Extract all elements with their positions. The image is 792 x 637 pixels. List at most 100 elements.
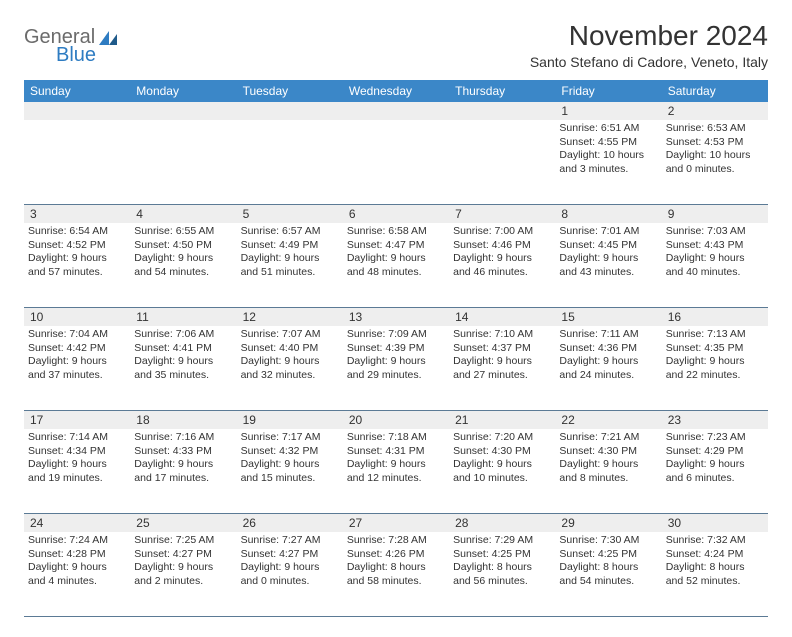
daylight-text: Daylight: 9 hours and 27 minutes.: [453, 355, 551, 382]
sunset-text: Sunset: 4:42 PM: [28, 342, 126, 356]
sunrise-text: Sunrise: 7:09 AM: [347, 328, 445, 342]
month-title: November 2024: [530, 20, 768, 52]
day-cell: Sunrise: 6:58 AMSunset: 4:47 PMDaylight:…: [343, 223, 449, 307]
day-cell: Sunrise: 7:28 AMSunset: 4:26 PMDaylight:…: [343, 532, 449, 616]
week-row: Sunrise: 7:24 AMSunset: 4:28 PM Daylight:…: [24, 532, 768, 617]
daylight-text: Daylight: 9 hours and 57 minutes.: [28, 252, 126, 279]
sunset-text: Sunset: 4:40 PM: [241, 342, 339, 356]
day-number: 29: [555, 514, 661, 532]
sunset-text: Sunset: 4:45 PM: [559, 239, 657, 253]
sunrise-text: Sunrise: 7:00 AM: [453, 225, 551, 239]
day-number: 7: [449, 205, 555, 223]
sunrise-text: Sunrise: 6:57 AM: [241, 225, 339, 239]
day-cell: Sunrise: 7:21 AMSunset: 4:30 PMDaylight:…: [555, 429, 661, 513]
day-number: 15: [555, 308, 661, 326]
calendar: Sunday Monday Tuesday Wednesday Thursday…: [24, 80, 768, 617]
day-cell: Sunrise: 7:18 AMSunset: 4:31 PMDaylight:…: [343, 429, 449, 513]
daylight-text: Daylight: 9 hours and 32 minutes.: [241, 355, 339, 382]
sunrise-text: Sunrise: 7:13 AM: [666, 328, 764, 342]
daylight-text: Daylight: 9 hours and 24 minutes.: [559, 355, 657, 382]
dow-tuesday: Tuesday: [237, 80, 343, 102]
sunset-text: Sunset: 4:25 PM: [453, 548, 551, 562]
sunrise-text: Sunrise: 7:01 AM: [559, 225, 657, 239]
daylight-text: Daylight: 9 hours and 2 minutes.: [134, 561, 232, 588]
week-daynum-row: 3456789: [24, 205, 768, 223]
sunrise-text: Sunrise: 7:11 AM: [559, 328, 657, 342]
daylight-text: Daylight: 9 hours and 51 minutes.: [241, 252, 339, 279]
daylight-text: Daylight: 9 hours and 10 minutes.: [453, 458, 551, 485]
daylight-text: Daylight: 9 hours and 46 minutes.: [453, 252, 551, 279]
sunset-text: Sunset: 4:29 PM: [666, 445, 764, 459]
sunrise-text: Sunrise: 7:32 AM: [666, 534, 764, 548]
day-number: 8: [555, 205, 661, 223]
daylight-text: Daylight: 9 hours and 43 minutes.: [559, 252, 657, 279]
daylight-text: Daylight: 9 hours and 0 minutes.: [241, 561, 339, 588]
sunset-text: Sunset: 4:24 PM: [666, 548, 764, 562]
daylight-text: Daylight: 9 hours and 40 minutes.: [666, 252, 764, 279]
day-number: 3: [24, 205, 130, 223]
daylight-text: Daylight: 9 hours and 29 minutes.: [347, 355, 445, 382]
title-block: November 2024 Santo Stefano di Cadore, V…: [530, 20, 768, 70]
day-cell: Sunrise: 7:07 AMSunset: 4:40 PMDaylight:…: [237, 326, 343, 410]
sunrise-text: Sunrise: 7:27 AM: [241, 534, 339, 548]
week-daynum-row: 24252627282930: [24, 514, 768, 532]
daylight-text: Daylight: 8 hours and 58 minutes.: [347, 561, 445, 588]
day-cell: Sunrise: 6:57 AMSunset: 4:49 PMDaylight:…: [237, 223, 343, 307]
sunset-text: Sunset: 4:28 PM: [28, 548, 126, 562]
day-cell: Sunrise: 7:30 AMSunset: 4:25 PMDaylight:…: [555, 532, 661, 616]
day-cell: Sunrise: 7:27 AMSunset: 4:27 PMDaylight:…: [237, 532, 343, 616]
day-number: 9: [662, 205, 768, 223]
sunset-text: Sunset: 4:26 PM: [347, 548, 445, 562]
sunset-text: Sunset: 4:33 PM: [134, 445, 232, 459]
day-number: 21: [449, 411, 555, 429]
day-number: 20: [343, 411, 449, 429]
sunset-text: Sunset: 4:43 PM: [666, 239, 764, 253]
day-cell: Sunrise: 7:06 AMSunset: 4:41 PMDaylight:…: [130, 326, 236, 410]
day-number: 19: [237, 411, 343, 429]
dow-friday: Friday: [555, 80, 661, 102]
day-cell: Sunrise: 7:10 AMSunset: 4:37 PMDaylight:…: [449, 326, 555, 410]
day-number: 24: [24, 514, 130, 532]
day-number: 4: [130, 205, 236, 223]
sunset-text: Sunset: 4:27 PM: [134, 548, 232, 562]
day-cell: Sunrise: 7:20 AMSunset: 4:30 PMDaylight:…: [449, 429, 555, 513]
sunset-text: Sunset: 4:27 PM: [241, 548, 339, 562]
day-cell: Sunrise: 7:14 AMSunset: 4:34 PMDaylight:…: [24, 429, 130, 513]
day-cell: Sunrise: 7:13 AMSunset: 4:35 PMDaylight:…: [662, 326, 768, 410]
sunset-text: Sunset: 4:39 PM: [347, 342, 445, 356]
day-number: [24, 102, 130, 120]
week-daynum-row: 12: [24, 102, 768, 120]
daylight-text: Daylight: 8 hours and 56 minutes.: [453, 561, 551, 588]
daylight-text: Daylight: 8 hours and 52 minutes.: [666, 561, 764, 588]
day-cell: Sunrise: 7:17 AMSunset: 4:32 PMDaylight:…: [237, 429, 343, 513]
day-number: 5: [237, 205, 343, 223]
sunrise-text: Sunrise: 6:55 AM: [134, 225, 232, 239]
day-cell: Sunrise: 7:16 AMSunset: 4:33 PMDaylight:…: [130, 429, 236, 513]
sunrise-text: Sunrise: 6:53 AM: [666, 122, 764, 136]
days-of-week-row: Sunday Monday Tuesday Wednesday Thursday…: [24, 80, 768, 102]
sunset-text: Sunset: 4:50 PM: [134, 239, 232, 253]
day-cell: Sunrise: 7:00 AMSunset: 4:46 PMDaylight:…: [449, 223, 555, 307]
location: Santo Stefano di Cadore, Veneto, Italy: [530, 54, 768, 70]
sunset-text: Sunset: 4:32 PM: [241, 445, 339, 459]
sunrise-text: Sunrise: 7:30 AM: [559, 534, 657, 548]
day-number: 11: [130, 308, 236, 326]
sunrise-text: Sunrise: 7:06 AM: [134, 328, 232, 342]
sunrise-text: Sunrise: 7:03 AM: [666, 225, 764, 239]
daylight-text: Daylight: 9 hours and 48 minutes.: [347, 252, 445, 279]
dow-thursday: Thursday: [449, 80, 555, 102]
daylight-text: Daylight: 8 hours and 54 minutes.: [559, 561, 657, 588]
sunset-text: Sunset: 4:30 PM: [453, 445, 551, 459]
day-number: 30: [662, 514, 768, 532]
day-cell: [237, 120, 343, 204]
sunrise-text: Sunrise: 7:07 AM: [241, 328, 339, 342]
day-cell: Sunrise: 7:32 AMSunset: 4:24 PMDaylight:…: [662, 532, 768, 616]
week-daynum-row: 10111213141516: [24, 308, 768, 326]
daylight-text: Daylight: 9 hours and 15 minutes.: [241, 458, 339, 485]
sunrise-text: Sunrise: 7:25 AM: [134, 534, 232, 548]
week-row: Sunrise: 7:04 AMSunset: 4:42 PMDaylight:…: [24, 326, 768, 411]
day-number: 27: [343, 514, 449, 532]
sunrise-text: Sunrise: 7:24 AM: [28, 534, 126, 548]
logo-text-blue: Blue: [56, 44, 96, 67]
page: General Blue November 2024 Santo Stefano…: [0, 0, 792, 637]
